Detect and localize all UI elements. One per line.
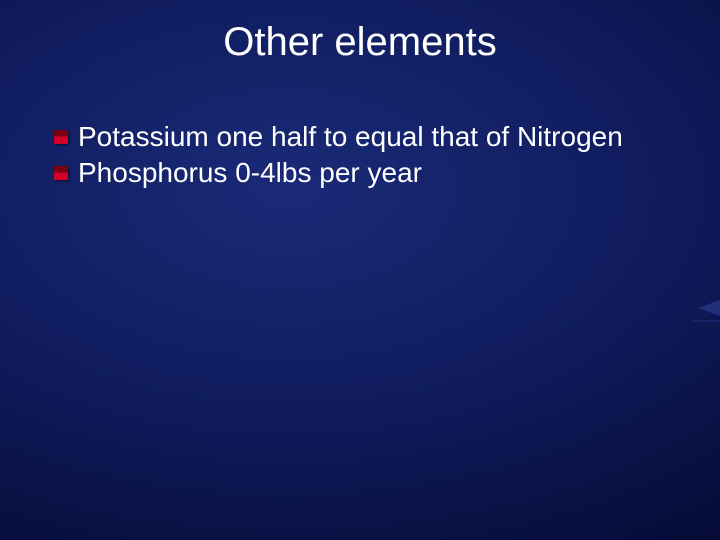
bullet-icon — [54, 130, 68, 144]
list-item-text: Potassium one half to equal that of Nitr… — [78, 120, 623, 154]
decorative-accent — [692, 320, 720, 322]
slide-title: Other elements — [0, 0, 720, 65]
decorative-accent — [698, 300, 720, 316]
list-item: Phosphorus 0-4lbs per year — [54, 156, 666, 190]
list-item-text: Phosphorus 0-4lbs per year — [78, 156, 422, 190]
bullet-icon — [54, 166, 68, 180]
slide-body: Potassium one half to equal that of Nitr… — [0, 120, 720, 189]
list-item: Potassium one half to equal that of Nitr… — [54, 120, 666, 154]
